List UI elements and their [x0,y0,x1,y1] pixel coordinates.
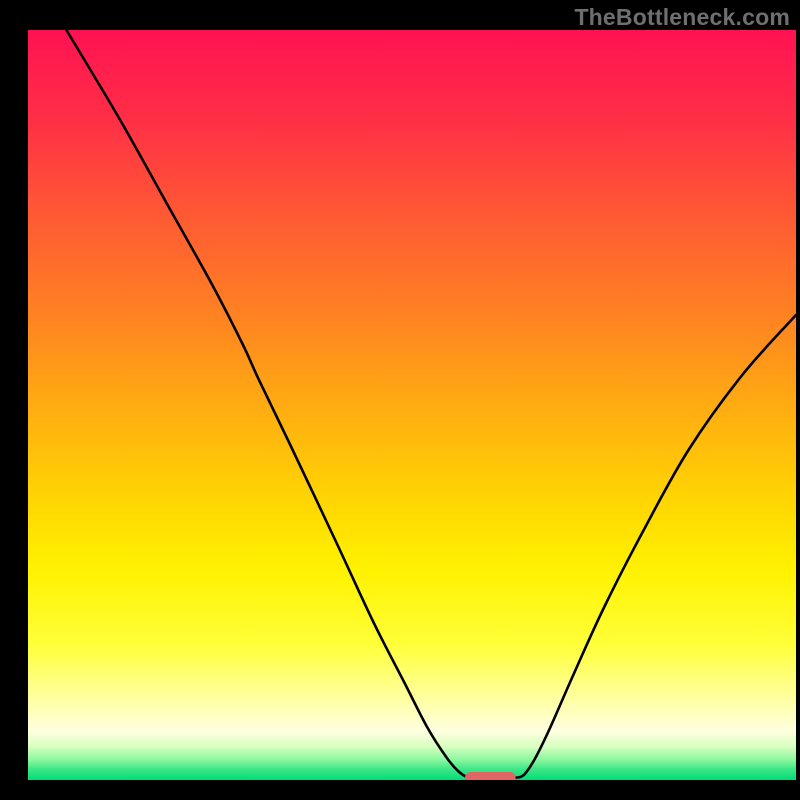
chart-svg [28,30,796,780]
watermark-text: TheBottleneck.com [574,4,790,31]
plot-area [28,30,796,780]
chart-frame: TheBottleneck.com [0,0,800,800]
chart-background [28,30,796,780]
optimal-marker [465,772,516,780]
